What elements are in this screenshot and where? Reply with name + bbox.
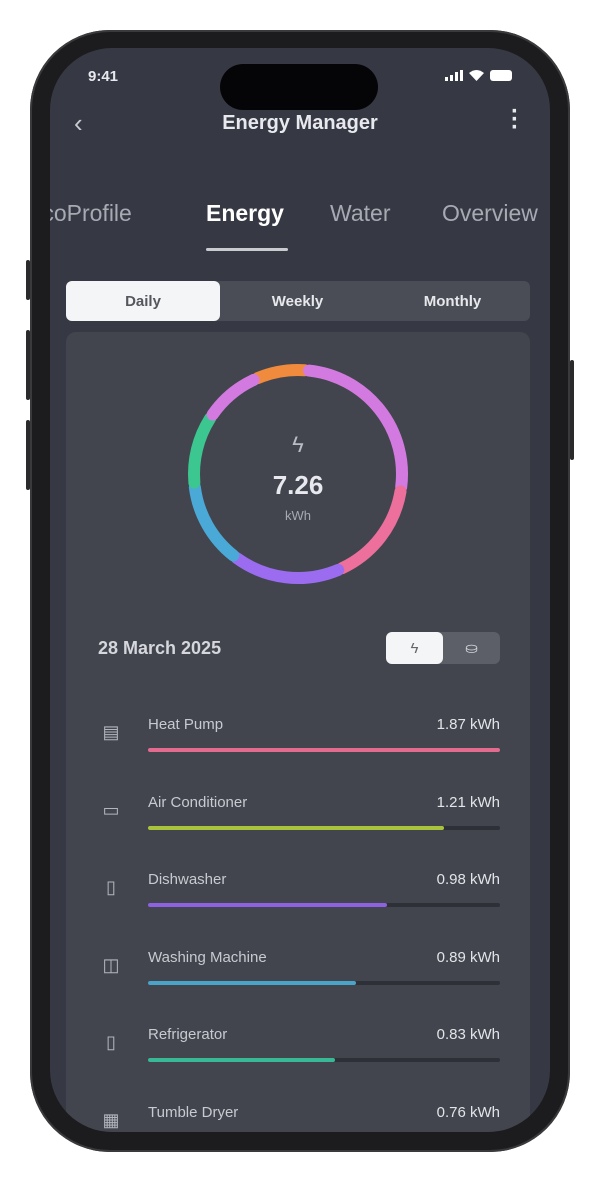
appliance-row[interactable]: ▤ Heat Pump 1.87 kWh <box>96 716 500 776</box>
side-button <box>26 260 30 300</box>
usage-bar-fill <box>148 1058 335 1062</box>
tab-water[interactable]: Water <box>330 200 391 226</box>
total-unit: kWh <box>285 508 311 523</box>
usage-bar-fill <box>148 903 388 907</box>
more-vertical-icon[interactable]: · · · <box>511 98 519 141</box>
appliance-name: Air Conditioner <box>148 793 248 811</box>
usage-bar-track <box>148 748 500 752</box>
usage-bar-fill <box>148 980 356 985</box>
air-conditioner-icon: ▭ <box>102 799 120 820</box>
total-usage: 7.26 <box>272 470 324 500</box>
tab-energy[interactable]: Energy <box>206 200 284 226</box>
tab-ecoprofile[interactable]: EcoProfile <box>50 200 132 226</box>
ring-segment <box>206 373 260 421</box>
energy-card: ϟ 7.26 kWh 28 March 2025 ϟ ⛀ ▤ Heat Pump… <box>66 332 530 1132</box>
signal-icon <box>445 70 463 81</box>
appliance-name: Dishwasher <box>148 871 227 888</box>
appliance-name: Tumble Dryer <box>148 1103 239 1121</box>
dishwasher-icon: ▯ <box>106 877 116 897</box>
refrigerator-icon: ▯ <box>106 1032 116 1052</box>
battery-icon <box>490 70 512 81</box>
appliance-value: 0.76 kWh <box>436 1103 500 1121</box>
appliance-value: 1.21 kWh <box>436 793 500 811</box>
appliance-name: Heat Pump <box>148 716 224 733</box>
usage-bar-track <box>148 1058 500 1062</box>
back-button[interactable]: ‹ <box>74 108 83 138</box>
dynamic-island <box>220 64 378 110</box>
side-button <box>26 420 30 490</box>
tab-overview[interactable]: Overview <box>442 200 538 226</box>
usage-bar-track <box>148 903 500 907</box>
period-monthly[interactable]: Monthly <box>423 292 482 310</box>
side-button <box>26 330 30 400</box>
ring-segment <box>251 364 311 385</box>
appliance-row[interactable]: ▭ Air Conditioner 1.21 kWh <box>96 794 500 854</box>
view-toggle: ϟ ⛀ <box>386 632 500 664</box>
ring-segment <box>188 412 217 489</box>
tumble-dryer-icon: ▦ <box>102 1109 120 1130</box>
period-weekly[interactable]: Weekly <box>271 292 324 310</box>
appliance-row[interactable]: ◫ Washing Machine 0.89 kWh <box>96 949 500 1009</box>
date-label: 28 March 2025 <box>98 638 222 658</box>
status-time: 9:41 <box>88 68 119 85</box>
heat-pump-icon: ▤ <box>102 722 120 742</box>
period-selector: Daily Weekly Monthly <box>66 281 530 321</box>
side-button <box>570 360 574 460</box>
appliance-value: 1.87 kWh <box>436 716 500 733</box>
active-tab-indicator <box>206 248 288 251</box>
usage-bar-fill <box>148 825 444 830</box>
status-icons <box>445 70 514 81</box>
page-title: Energy Manager <box>222 112 378 134</box>
appliance-value: 0.83 kWh <box>436 1026 500 1043</box>
ring-segment <box>188 481 240 562</box>
appliance-row[interactable]: ▯ Dishwasher 0.98 kWh <box>96 871 500 931</box>
lightning-icon[interactable]: ϟ <box>386 632 443 664</box>
appliance-name: Refrigerator <box>148 1026 228 1043</box>
usage-ring-chart <box>188 364 408 584</box>
ring-segment <box>336 485 407 575</box>
ring-segment <box>302 364 408 493</box>
coins-icon[interactable]: ⛀ <box>465 640 478 657</box>
usage-bar-fill <box>148 748 500 752</box>
appliance-row[interactable]: ▦ Tumble Dryer 0.76 kWh <box>96 1104 500 1133</box>
period-daily[interactable]: Daily <box>66 281 220 321</box>
lightning-icon: ϟ <box>292 432 304 457</box>
appliance-value: 0.98 kWh <box>436 871 500 888</box>
usage-bar-track <box>148 825 500 830</box>
wifi-icon <box>469 70 484 81</box>
usage-bar-track <box>148 980 500 985</box>
appliance-row[interactable]: ▯ Refrigerator 0.83 kWh <box>96 1026 500 1086</box>
app-screen: 9:41 ‹ Energy Manager ··· EcoProfile Ene… <box>50 48 550 1132</box>
appliance-name: Washing Machine <box>148 948 267 966</box>
washing-machine-icon: ◫ <box>102 954 120 975</box>
ring-segment <box>230 552 345 584</box>
appliance-value: 0.89 kWh <box>436 948 500 966</box>
